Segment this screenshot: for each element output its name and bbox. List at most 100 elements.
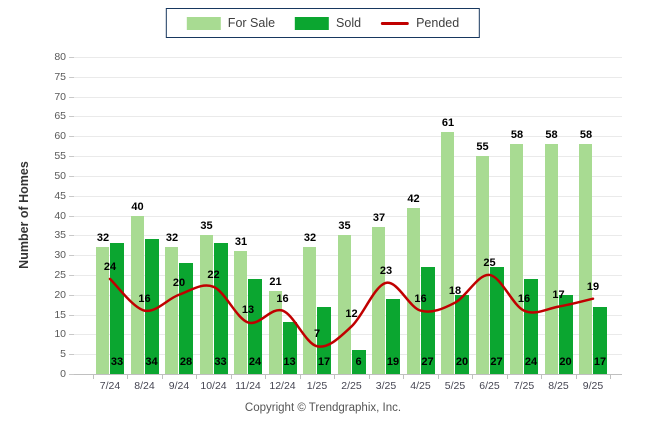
y-axis-label: 30	[54, 249, 66, 262]
sold-bar	[351, 350, 366, 374]
y-axis-tick	[69, 175, 74, 177]
y-axis-tick	[69, 354, 74, 356]
y-axis-tick	[69, 235, 74, 237]
for-sale-bar	[303, 247, 316, 374]
x-axis-tick	[299, 375, 301, 379]
x-axis-tick	[92, 375, 94, 379]
sold-value-label: 27	[490, 356, 503, 368]
gridline	[74, 374, 622, 375]
pended-value-label: 16	[276, 292, 289, 305]
y-axis-tick	[69, 136, 74, 138]
sold-value-label: 28	[179, 356, 193, 368]
y-axis-tick	[69, 156, 74, 158]
y-axis-label: 50	[54, 169, 66, 182]
gridline	[74, 57, 622, 58]
pended-value-label: 16	[414, 292, 427, 305]
for-sale-bar	[510, 144, 523, 374]
for-sale-value-label: 42	[407, 192, 420, 205]
pended-value-label: 25	[483, 256, 496, 269]
pended-value-label: 19	[586, 280, 600, 293]
y-axis-tick	[69, 57, 74, 58]
for-sale-value-label: 58	[579, 129, 593, 142]
pended-value-label: 16	[138, 292, 151, 305]
y-axis-tick	[69, 116, 74, 118]
legend-item-sold: Sold	[295, 16, 361, 30]
x-axis-label: 1/25	[306, 380, 328, 392]
y-axis-label: 35	[54, 229, 66, 242]
x-axis-label: 11/24	[235, 380, 261, 392]
pended-line-swatch-icon	[381, 21, 410, 25]
y-axis-tick	[69, 334, 74, 336]
legend-item-for-sale: For Sale	[186, 16, 276, 30]
x-axis-tick	[196, 375, 198, 379]
for-sale-value-label: 40	[131, 200, 144, 213]
for-sale-value-label: 55	[476, 141, 489, 154]
y-axis-label: 65	[54, 110, 66, 123]
x-axis-tick	[610, 375, 612, 379]
x-axis-label: 7/24	[99, 380, 121, 392]
x-axis-label: 8/24	[134, 380, 155, 392]
for-sale-value-label: 35	[200, 220, 213, 233]
sold-value-label: 20	[455, 356, 469, 368]
legend-label-pended: Pended	[416, 16, 460, 30]
y-axis-label: 0	[60, 368, 66, 380]
pended-value-label: 18	[448, 284, 462, 297]
pended-value-label: 12	[345, 308, 358, 321]
y-axis-tick	[69, 294, 74, 296]
pended-value-label: 17	[552, 288, 565, 301]
y-axis-label: 25	[54, 268, 66, 281]
for-sale-value-label: 32	[303, 232, 317, 245]
for-sale-bar	[406, 207, 420, 374]
sold-value-label: 13	[283, 356, 296, 368]
x-axis-tick	[506, 375, 508, 379]
for-sale-value-label: 61	[441, 117, 455, 130]
sold-value-label: 27	[421, 356, 434, 368]
gridline	[74, 215, 622, 217]
for-sale-value-label: 32	[165, 232, 179, 245]
y-axis-title: Number of Homes	[17, 161, 31, 269]
x-axis-tick	[472, 375, 474, 379]
y-axis-label: 10	[54, 328, 66, 341]
pended-value-label: 22	[207, 268, 220, 281]
y-axis-label: 40	[54, 209, 66, 222]
y-axis-label: 55	[54, 150, 66, 163]
for-sale-bar	[372, 227, 385, 374]
legend-label-for-sale: For Sale	[227, 16, 276, 30]
y-axis-tick	[69, 195, 74, 197]
x-axis-tick	[541, 375, 543, 379]
x-axis-tick	[575, 375, 577, 379]
for-sale-value-label: 31	[234, 236, 248, 249]
sold-swatch-icon	[295, 16, 330, 30]
sold-value-label: 34	[145, 356, 158, 368]
x-axis-label: 8/25	[548, 380, 569, 392]
sold-value-label: 24	[248, 356, 262, 368]
sold-value-label: 6	[355, 356, 362, 368]
sold-bar	[144, 239, 159, 374]
gridline	[74, 76, 622, 78]
for-sale-bar	[96, 247, 109, 374]
sold-bar	[213, 243, 228, 374]
x-axis-label: 10/24	[200, 380, 227, 392]
x-axis-tick	[334, 375, 336, 379]
gridline	[74, 96, 622, 98]
y-axis-label: 70	[54, 90, 66, 103]
gridline	[74, 116, 622, 118]
for-sale-value-label: 58	[510, 129, 524, 142]
sold-bar	[593, 306, 607, 374]
copyright-text: Copyright © Trendgraphix, Inc.	[244, 402, 402, 414]
y-axis-tick	[69, 255, 74, 257]
for-sale-bar	[199, 235, 213, 374]
x-axis-label: 2/25	[341, 380, 362, 392]
x-axis-tick	[368, 375, 370, 379]
pended-value-label: 16	[517, 292, 531, 305]
y-axis-tick	[69, 76, 74, 78]
for-sale-value-label: 32	[96, 232, 110, 245]
for-sale-swatch-icon	[186, 16, 221, 30]
y-axis-tick	[69, 274, 74, 276]
x-axis-label: 7/25	[513, 380, 535, 392]
for-sale-bar	[544, 144, 558, 374]
x-axis-label: 3/25	[375, 380, 397, 392]
gridline	[74, 136, 622, 138]
y-axis-label: 45	[54, 189, 66, 202]
gridline	[74, 195, 622, 197]
